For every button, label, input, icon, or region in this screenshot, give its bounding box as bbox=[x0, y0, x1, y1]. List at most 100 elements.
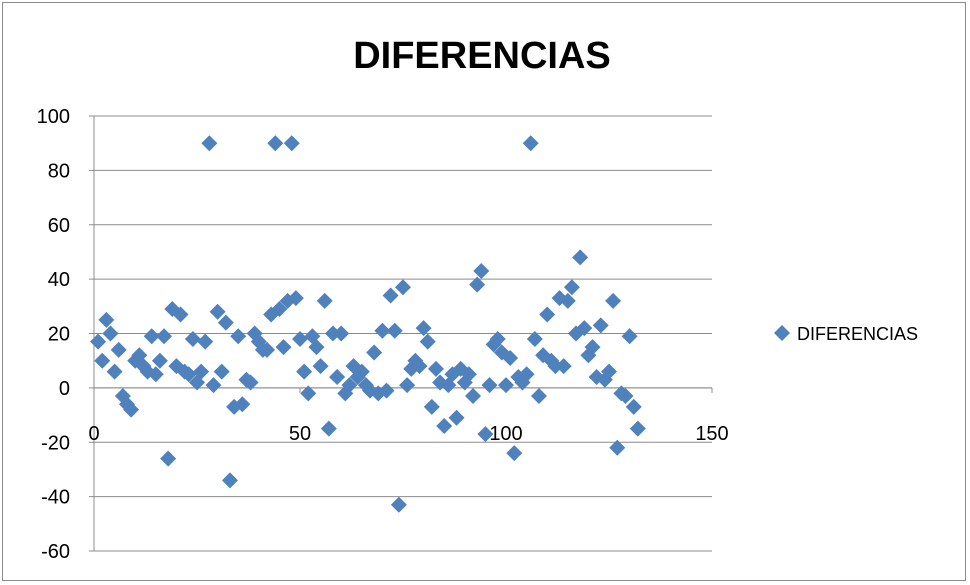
x-tick-label: 0 bbox=[88, 423, 99, 445]
data-point bbox=[498, 377, 514, 394]
data-point bbox=[419, 333, 436, 350]
legend-marker-icon bbox=[774, 325, 790, 341]
data-point bbox=[460, 366, 477, 383]
data-point bbox=[312, 358, 329, 375]
data-point bbox=[547, 358, 564, 375]
data-point bbox=[205, 377, 222, 394]
data-point bbox=[572, 249, 589, 266]
data-point bbox=[341, 377, 358, 394]
data-point bbox=[242, 374, 259, 391]
data-point bbox=[184, 330, 201, 347]
data-point bbox=[90, 333, 107, 350]
data-point bbox=[123, 401, 140, 418]
data-point bbox=[555, 358, 572, 375]
data-point bbox=[522, 135, 539, 152]
data-point bbox=[320, 420, 337, 437]
data-point bbox=[390, 496, 407, 513]
data-point bbox=[584, 339, 601, 356]
data-point bbox=[292, 330, 308, 347]
data-point bbox=[160, 450, 177, 467]
data-point bbox=[629, 420, 646, 437]
data-point bbox=[197, 333, 214, 350]
data-point bbox=[592, 317, 609, 334]
data-point bbox=[106, 363, 123, 380]
data-point bbox=[395, 279, 411, 296]
data-point bbox=[283, 135, 300, 152]
x-tick-label: 50 bbox=[289, 423, 311, 445]
data-point bbox=[621, 328, 638, 345]
data-point bbox=[287, 290, 304, 307]
x-tick-label: 150 bbox=[695, 423, 728, 445]
data-point bbox=[526, 330, 543, 347]
y-tick-label: 60 bbox=[48, 215, 70, 237]
data-point bbox=[193, 363, 210, 380]
y-tick-label: 20 bbox=[48, 324, 70, 346]
legend-label: DIFERENCIAS bbox=[797, 324, 918, 344]
data-point bbox=[559, 292, 576, 309]
data-point bbox=[180, 366, 197, 383]
data-point bbox=[518, 366, 535, 383]
data-point bbox=[156, 328, 173, 345]
y-tick-label: -40 bbox=[41, 487, 70, 509]
data-point bbox=[415, 320, 432, 337]
data-point bbox=[605, 292, 622, 309]
data-point bbox=[296, 363, 313, 380]
x-tick-labels: 0 50 100 150 bbox=[88, 423, 728, 445]
data-point bbox=[477, 426, 494, 443]
data-point bbox=[209, 303, 226, 320]
data-point bbox=[423, 398, 440, 415]
data-point bbox=[399, 377, 416, 394]
y-tick-label: -60 bbox=[41, 541, 70, 563]
data-point bbox=[386, 322, 403, 339]
chart-title: DIFERENCIAS bbox=[353, 35, 611, 77]
data-point bbox=[382, 287, 399, 304]
data-point bbox=[110, 341, 127, 358]
data-point bbox=[617, 388, 634, 405]
data-point bbox=[448, 409, 465, 426]
data-point bbox=[333, 325, 350, 342]
data-point bbox=[353, 363, 370, 380]
data-point bbox=[221, 472, 238, 489]
data-point bbox=[576, 320, 593, 337]
data-point bbox=[267, 135, 284, 152]
data-point bbox=[427, 360, 444, 377]
data-point bbox=[436, 417, 453, 434]
y-tick-label: 0 bbox=[59, 378, 70, 400]
data-point bbox=[259, 341, 276, 358]
data-point bbox=[94, 352, 111, 369]
data-points bbox=[90, 135, 646, 513]
data-point bbox=[217, 314, 234, 331]
data-point bbox=[234, 396, 251, 413]
data-point bbox=[324, 325, 341, 342]
data-point bbox=[563, 279, 580, 296]
data-point bbox=[473, 262, 490, 279]
data-point bbox=[213, 363, 230, 380]
data-point bbox=[411, 358, 428, 375]
data-point bbox=[201, 135, 218, 152]
data-point bbox=[151, 352, 168, 369]
y-tick-labels: 100 80 60 40 20 0 -20 -40 -60 bbox=[37, 106, 70, 563]
data-point bbox=[316, 292, 333, 309]
data-point bbox=[118, 396, 135, 413]
data-point bbox=[506, 445, 523, 462]
data-point bbox=[489, 330, 506, 347]
data-point bbox=[601, 363, 617, 380]
data-point bbox=[98, 311, 115, 328]
data-point bbox=[609, 439, 626, 456]
data-point bbox=[502, 349, 519, 366]
data-point bbox=[275, 339, 292, 356]
data-point bbox=[378, 382, 395, 399]
legend: DIFERENCIAS bbox=[774, 324, 918, 344]
data-point bbox=[469, 276, 486, 293]
data-point bbox=[481, 377, 498, 394]
data-point bbox=[271, 301, 288, 318]
gridlines bbox=[94, 115, 712, 552]
data-point bbox=[625, 398, 642, 415]
data-point bbox=[465, 388, 482, 405]
x-tick-label: 100 bbox=[489, 423, 522, 445]
y-tick-label: 100 bbox=[37, 106, 70, 128]
data-point bbox=[172, 306, 189, 323]
data-point bbox=[102, 325, 119, 342]
